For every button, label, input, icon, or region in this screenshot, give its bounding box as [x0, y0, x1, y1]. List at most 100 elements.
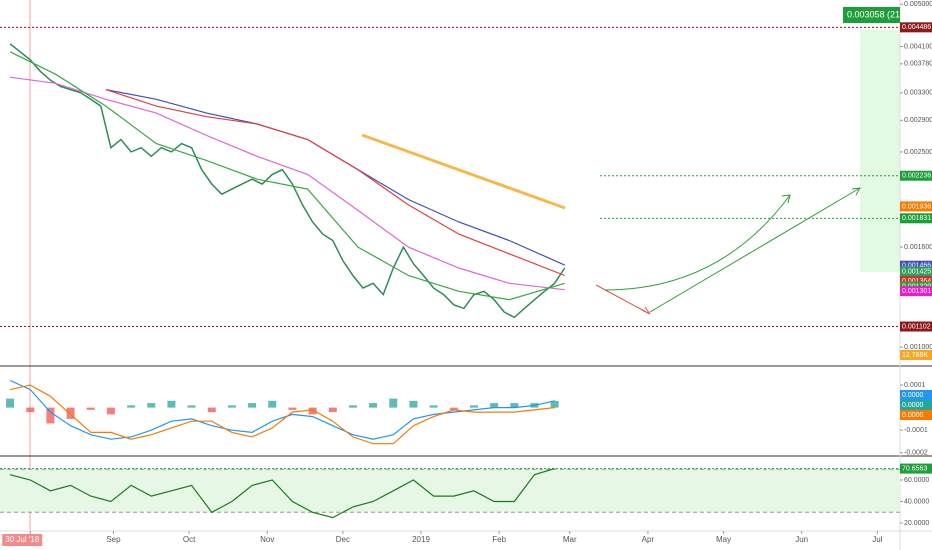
series-line	[9, 384, 555, 445]
x-cursor-box	[2, 534, 43, 546]
series-line	[9, 51, 565, 301]
x-tick-label: 2019	[412, 535, 430, 544]
level-box	[900, 260, 932, 271]
level-box	[900, 201, 932, 212]
arrow-down	[595, 284, 649, 314]
rsi-band	[0, 469, 900, 513]
y-tick-label: -0.0001	[904, 427, 928, 434]
histogram-bar	[469, 405, 478, 408]
level-label: 0.001831	[902, 215, 931, 222]
x-tick-label: Jul	[872, 535, 882, 544]
level-label: 0.001301	[902, 288, 931, 295]
histogram-bar	[550, 400, 559, 408]
level-box	[900, 22, 932, 33]
x-tick-label: Feb	[492, 535, 506, 544]
y-tick-label: 0.001600	[904, 244, 932, 251]
x-tick-label: Jun	[795, 535, 808, 544]
histogram-bar	[6, 398, 15, 408]
level-label: 0.002236	[902, 173, 931, 180]
x-tick-label: Oct	[183, 535, 196, 544]
level-box	[900, 170, 932, 181]
level-box	[900, 213, 932, 224]
y-tick-label: -0.0002	[904, 450, 928, 457]
level-box	[900, 266, 932, 277]
arrow-head	[641, 306, 651, 315]
level-label: 0.001102	[902, 323, 931, 330]
histogram-bar	[106, 407, 115, 415]
value-box	[900, 390, 932, 400]
histogram-bar	[409, 400, 418, 408]
histogram-bar	[207, 407, 216, 413]
y-tick-label: 0.003780	[904, 61, 932, 68]
series-line	[10, 76, 565, 291]
level-label: 0.001425	[902, 269, 931, 276]
histogram-bar	[429, 405, 438, 408]
histogram-bar	[328, 407, 337, 413]
target-box	[843, 7, 900, 23]
last-box	[900, 463, 932, 474]
y-tick-label: 20.0000	[904, 520, 929, 527]
volume-label: 12.788K	[902, 352, 928, 359]
level-label: 0.001936	[902, 203, 931, 210]
target-zone	[860, 30, 900, 272]
x-tick-label: 30 Jul '18	[5, 535, 40, 544]
level-label: 0.001466	[902, 263, 931, 270]
x-tick-label: Apr	[642, 535, 655, 544]
y-tick-label: 0.001000	[904, 344, 932, 351]
histogram-bar	[389, 398, 398, 408]
level-label: 0.001364	[902, 278, 931, 285]
histogram-bar	[308, 407, 317, 415]
histogram-bar	[46, 407, 55, 424]
x-tick-label: Nov	[260, 535, 274, 544]
y-tick-label: 0.0001	[904, 382, 926, 389]
histogram-bar	[147, 403, 156, 408]
level-label: 0.004486	[902, 24, 931, 31]
histogram-bar	[127, 405, 136, 408]
value-box	[900, 400, 932, 410]
histogram-bar	[248, 403, 257, 408]
level-box	[900, 286, 932, 297]
target-label: 0.003058 (21	[847, 9, 900, 19]
value-box-label: 0.0000	[902, 392, 924, 399]
series-line	[105, 89, 565, 277]
arrow-head	[851, 187, 861, 196]
histogram-bar	[510, 403, 519, 408]
x-tick-label: Dec	[336, 535, 350, 544]
histogram-bar	[369, 403, 378, 408]
histogram-bar	[348, 405, 357, 408]
trend-line	[361, 133, 566, 210]
histogram-bar	[167, 400, 176, 408]
value-box-label: 0.0000	[902, 402, 924, 409]
y-tick-label: 40.0000	[904, 498, 929, 505]
y-tick-label: 0.005000	[904, 1, 932, 8]
x-tick-label: May	[716, 535, 731, 544]
histogram-bar	[449, 407, 458, 410]
series-line	[9, 468, 555, 519]
histogram-bar	[86, 407, 95, 410]
y-tick-label: 0.002500	[904, 149, 932, 156]
x-tick-label: Sep	[106, 535, 121, 544]
level-box	[900, 321, 932, 332]
y-tick-label: 0.002900	[904, 117, 932, 124]
value-box	[900, 410, 932, 420]
arrow-up	[604, 194, 791, 291]
value-box-label: 0.0000	[902, 412, 924, 419]
histogram-bar	[268, 400, 277, 408]
histogram-bar	[288, 407, 297, 410]
series-line	[9, 43, 566, 319]
y-tick-label: 60.0000	[904, 477, 929, 484]
histogram-bar	[26, 407, 35, 413]
arrow-up	[649, 187, 861, 313]
histogram-bar	[66, 407, 75, 419]
histogram-bar	[490, 403, 499, 408]
volume-box	[900, 350, 932, 360]
histogram-bar	[227, 405, 236, 408]
y-tick-label: 0.003300	[904, 90, 932, 97]
y-tick-label: 0.004100	[904, 43, 932, 50]
last-label: 70.6563	[902, 465, 927, 472]
level-box	[900, 276, 932, 287]
histogram-bar	[187, 405, 196, 408]
x-tick-label: Mar	[563, 535, 577, 544]
